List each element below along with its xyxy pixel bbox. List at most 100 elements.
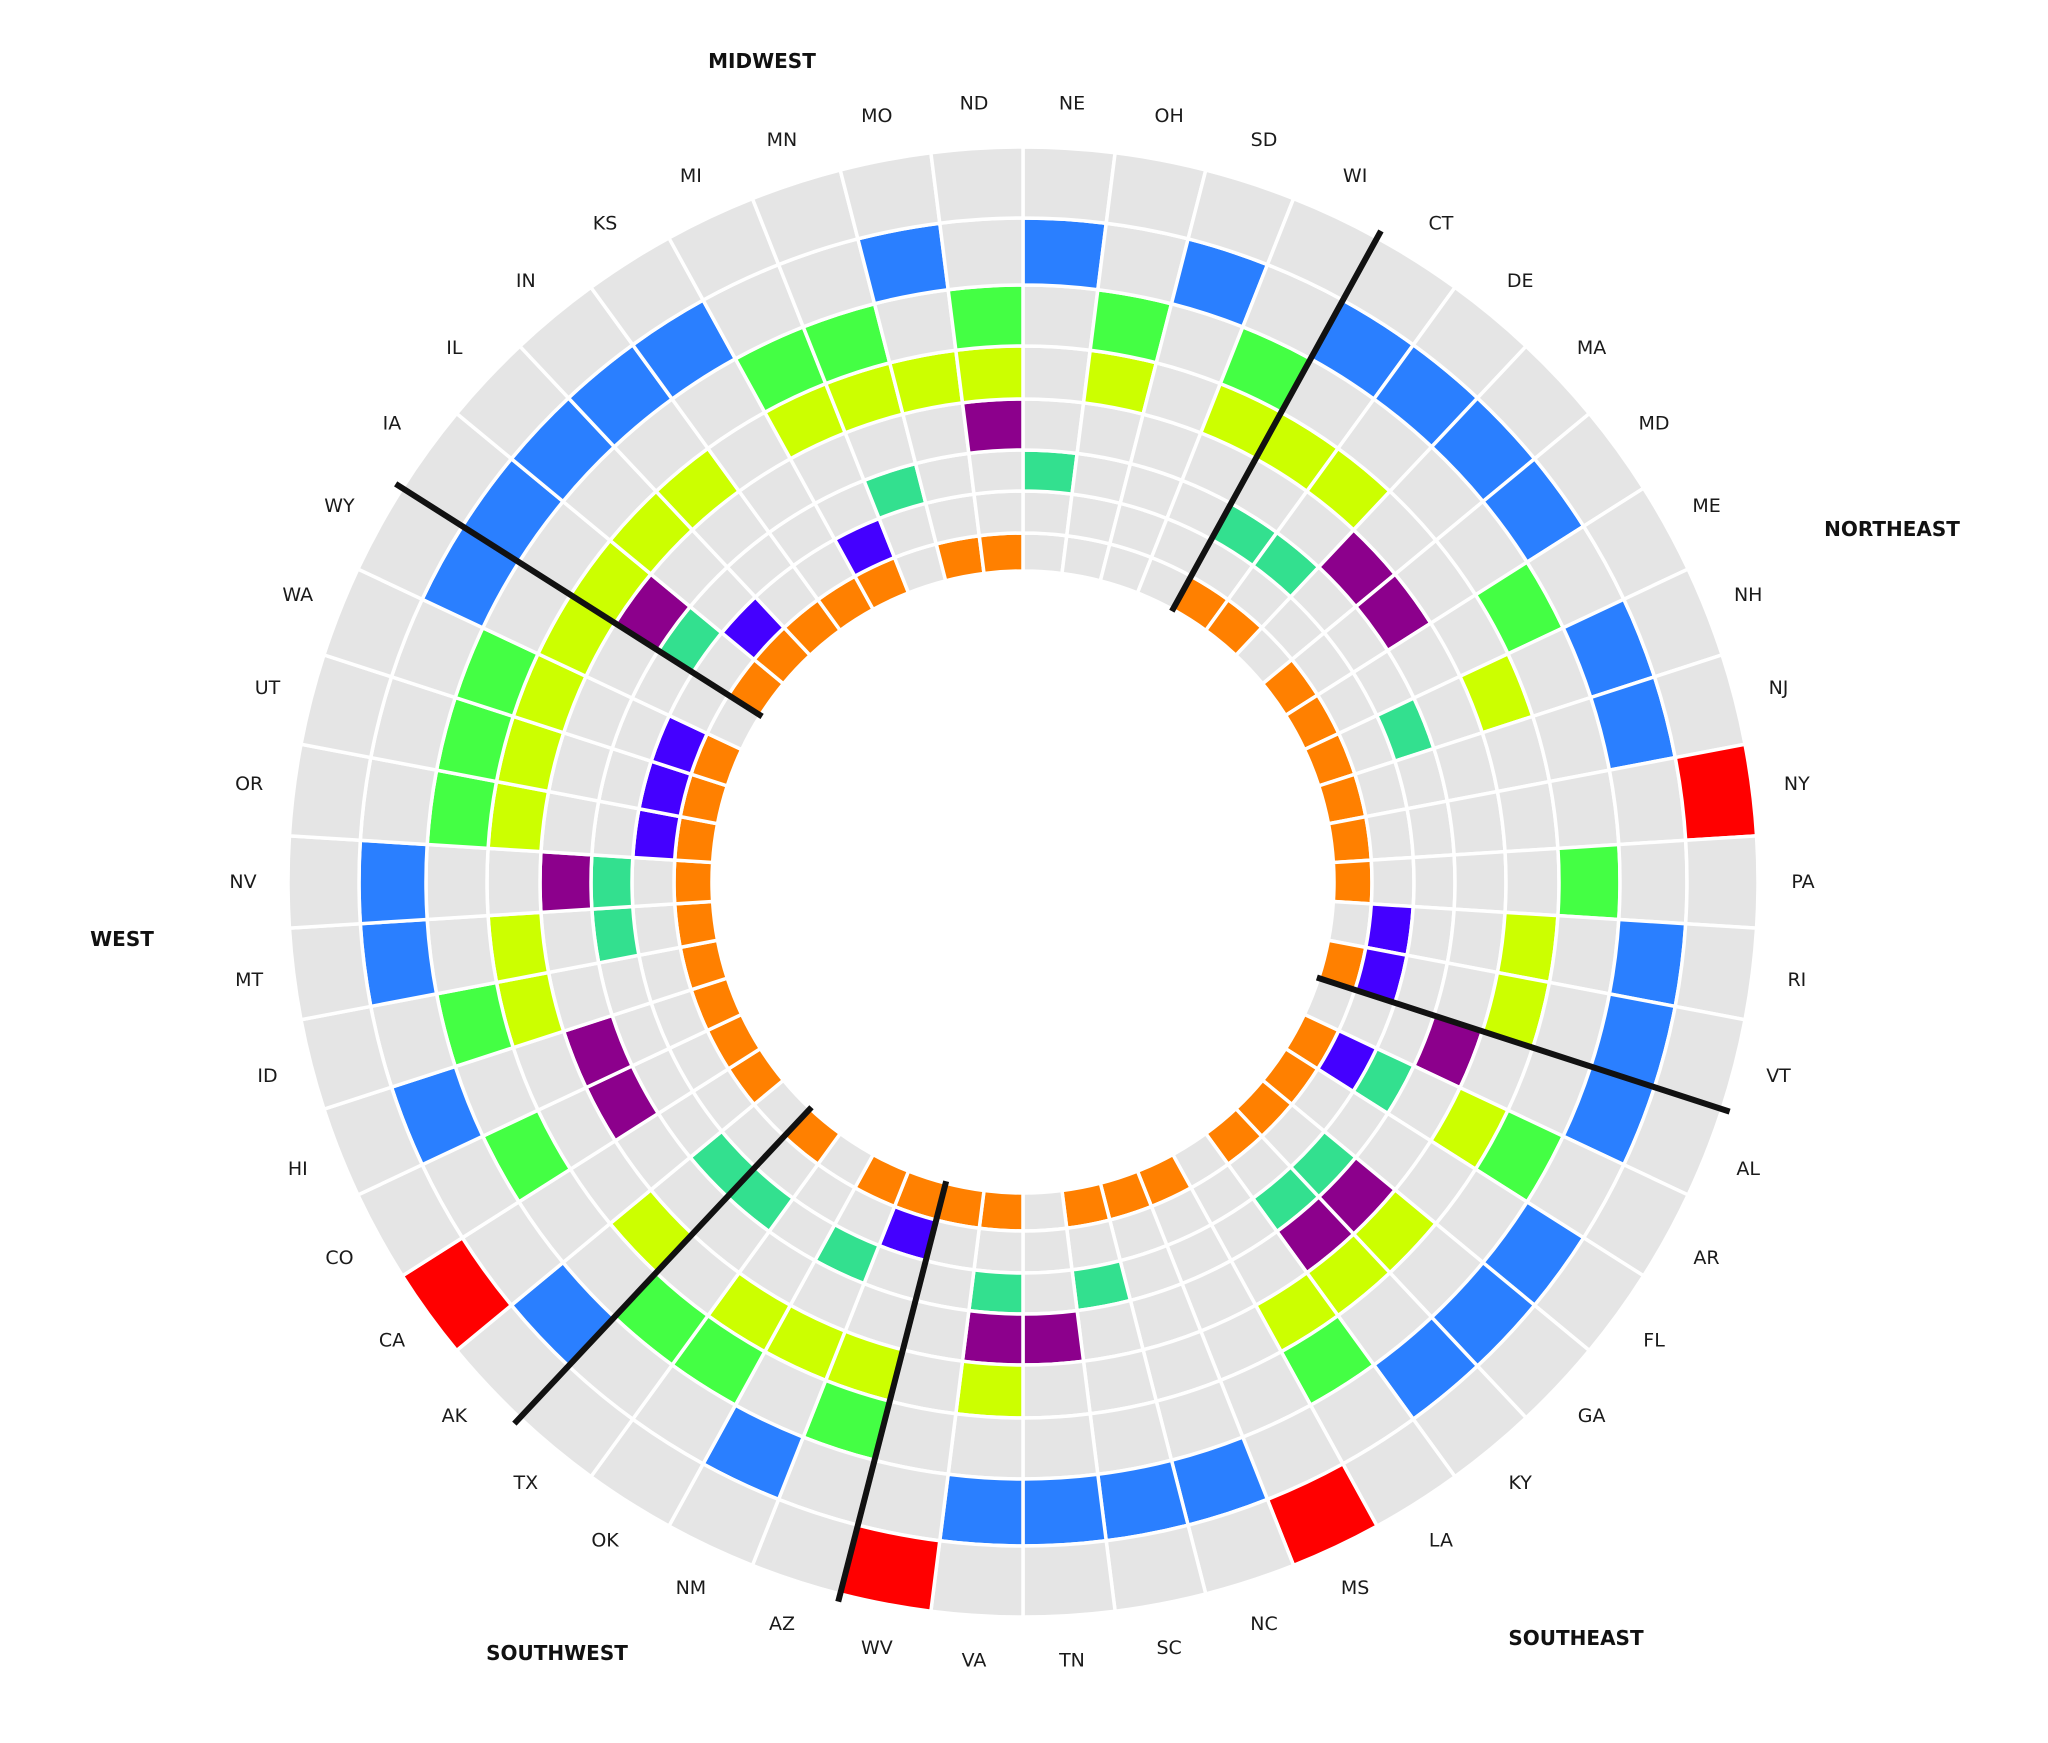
state-label-id: ID: [257, 1065, 277, 1087]
state-label-co: CO: [325, 1247, 353, 1269]
state-label-va: VA: [962, 1649, 987, 1671]
cell-pa-ring-1: [1331, 858, 1374, 906]
state-label-ne: NE: [1059, 93, 1085, 115]
region-boundary-tx-ak: [512, 1105, 814, 1426]
cell-tn-ring-7: [1021, 1472, 1109, 1548]
state-label-in: IN: [516, 270, 536, 292]
state-label-ca: CA: [379, 1329, 405, 1351]
cell-mt-ring-2: [630, 902, 683, 958]
state-label-mo: MO: [861, 105, 892, 127]
cell-ne-ring-1: [1021, 531, 1069, 576]
region-label-northeast: NORTHEAST: [1824, 517, 1960, 541]
state-label-nj: NJ: [1769, 677, 1789, 699]
cell-tn-ring-1: [1021, 1188, 1069, 1233]
state-label-md: MD: [1639, 413, 1670, 435]
cell-mt-ring-5: [486, 910, 551, 985]
state-label-oh: OH: [1155, 105, 1184, 127]
cell-nd-ring-1: [977, 531, 1025, 576]
state-label-la: LA: [1429, 1530, 1453, 1552]
cell-mt-ring-1: [672, 899, 720, 950]
state-label-tn: TN: [1058, 1649, 1085, 1671]
state-label-il: IL: [446, 337, 463, 359]
cell-va-ring-5: [953, 1359, 1025, 1420]
cell-va-ring-3: [966, 1267, 1025, 1316]
cell-nd-ring-7: [937, 216, 1025, 292]
cell-ne-ring-8: [1021, 145, 1118, 226]
state-label-pa: PA: [1791, 871, 1814, 893]
cell-or-ring-5: [486, 779, 551, 854]
state-label-ma: MA: [1577, 337, 1606, 359]
state-label-nv: NV: [229, 871, 256, 893]
state-label-ky: KY: [1508, 1472, 1532, 1494]
cell-mt-ring-7: [358, 917, 439, 1009]
state-label-nh: NH: [1734, 584, 1763, 606]
state-label-nc: NC: [1250, 1613, 1277, 1635]
cell-nv-ring-8: [286, 833, 363, 931]
cell-nd-ring-4: [960, 397, 1025, 456]
cell-va-ring-4: [960, 1308, 1025, 1367]
cell-mt-ring-8: [287, 921, 373, 1022]
cell-pa-ring-6: [1556, 842, 1622, 922]
cell-ny-ring-5: [1495, 779, 1560, 854]
state-label-wv: WV: [861, 1637, 893, 1659]
cell-ri-ring-5: [1495, 910, 1560, 985]
cell-ri-ring-3: [1405, 904, 1457, 965]
state-label-al: AL: [1736, 1158, 1760, 1180]
cell-pa-ring-4: [1452, 849, 1508, 915]
cell-nv-ring-7: [357, 838, 430, 926]
cell-nd-ring-3: [966, 448, 1025, 497]
cell-pa-ring-3: [1411, 853, 1457, 911]
cell-nd-ring-6: [946, 283, 1025, 353]
cell-ny-ring-8: [1673, 742, 1759, 843]
region-label-west: WEST: [90, 927, 154, 951]
cell-ne-ring-6: [1021, 283, 1100, 353]
cell-nv-ring-4: [538, 849, 594, 915]
state-label-az: AZ: [769, 1613, 795, 1635]
state-label-fl: FL: [1643, 1329, 1665, 1351]
state-label-ia: IA: [383, 413, 402, 435]
state-label-nd: ND: [960, 93, 989, 115]
cell-va-ring-7: [937, 1472, 1025, 1548]
cell-nv-ring-3: [589, 853, 635, 911]
state-label-ms: MS: [1341, 1577, 1369, 1599]
cell-pa-ring-8: [1683, 833, 1760, 931]
cell-nv-ring-2: [630, 855, 677, 909]
state-label-ga: GA: [1578, 1405, 1606, 1427]
state-label-sc: SC: [1156, 1637, 1181, 1659]
state-label-ks: KS: [593, 212, 618, 234]
cell-nd-ring-5: [953, 344, 1025, 405]
region-boundary-wi-ct: [1169, 229, 1384, 613]
cell-mt-ring-4: [539, 907, 601, 975]
state-label-nm: NM: [676, 1577, 707, 1599]
cell-nd-ring-2: [972, 489, 1025, 538]
cell-tn-ring-8: [1021, 1538, 1118, 1619]
cell-ri-ring-7: [1607, 917, 1688, 1009]
cell-va-ring-8: [928, 1538, 1025, 1619]
state-label-mi: MI: [680, 165, 702, 187]
cell-sc-ring-8: [1104, 1523, 1208, 1614]
state-label-ut: UT: [255, 677, 281, 699]
state-label-ny: NY: [1784, 773, 1810, 795]
state-label-vt: VT: [1766, 1065, 1791, 1087]
cell-nv-ring-6: [424, 842, 490, 922]
state-label-ar: AR: [1693, 1247, 1719, 1269]
region-label-layer: MIDWEST NORTHEAST SOUTHEAST SOUTHWEST WE…: [90, 49, 1960, 1665]
cell-nv-ring-1: [672, 858, 715, 906]
cell-ne-ring-7: [1021, 216, 1109, 292]
state-label-me: ME: [1692, 495, 1720, 517]
cell-pa-ring-2: [1369, 855, 1416, 909]
cell-va-ring-2: [972, 1226, 1025, 1275]
cell-or-ring-6: [425, 768, 499, 851]
cell-ri-ring-6: [1547, 913, 1621, 996]
cell-va-ring-6: [946, 1411, 1025, 1481]
cell-nd-ring-8: [928, 145, 1025, 226]
cell-mt-ring-6: [425, 913, 499, 996]
cell-or-ring-8: [287, 742, 373, 843]
cell-or-ring-7: [358, 755, 439, 847]
cell-ne-ring-4: [1021, 397, 1086, 456]
cell-nv-ring-5: [485, 846, 543, 918]
state-label-or: OR: [235, 773, 263, 795]
cell-tn-ring-5: [1021, 1359, 1093, 1420]
region-label-southeast: SOUTHEAST: [1508, 1626, 1644, 1650]
